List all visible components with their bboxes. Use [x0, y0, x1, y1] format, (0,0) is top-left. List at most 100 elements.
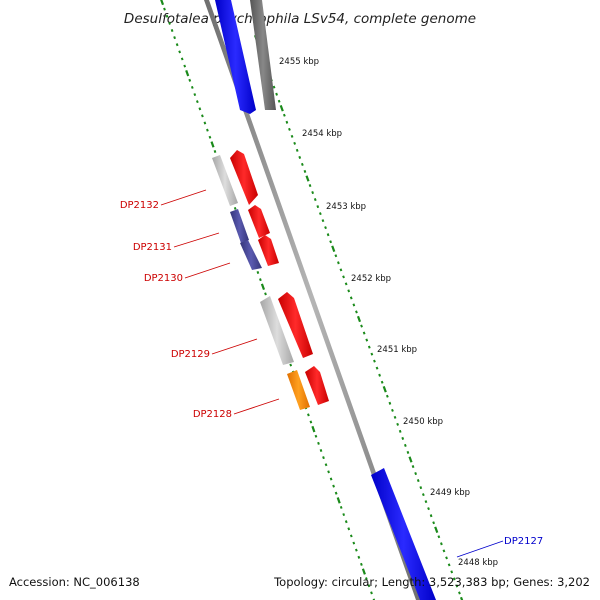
gene-label-leaders [160, 189, 504, 558]
outer-ring-minor-tick [233, 206, 237, 210]
gene-dp2131-feature[interactable] [230, 205, 270, 243]
gene-label-dp2131[interactable]: DP2131 [133, 242, 172, 253]
outer-ring-minor-tick [372, 598, 376, 600]
outer-ring-minor-tick [367, 584, 371, 588]
outer-ring-minor-tick [198, 107, 202, 111]
inner-ring-minor-tick [380, 380, 384, 384]
gene-dp2129-feature[interactable] [260, 292, 313, 365]
inner-ring-minor-tick [403, 443, 407, 447]
inner-ring-minor-tick [352, 303, 356, 307]
inner-ring-minor-tick [342, 275, 345, 279]
gene-label-dp2129[interactable]: DP2129 [171, 349, 210, 360]
inner-ring-minor-tick [440, 542, 443, 546]
gene-dp2130-feature[interactable] [240, 235, 279, 270]
accession-text: Accession: NC_006138 [9, 575, 140, 589]
outer-ring-major-tick [185, 70, 190, 77]
outer-ring-minor-tick [163, 7, 166, 11]
inner-ring-minor-tick [411, 465, 415, 469]
gene-labels: DP2132 DP2131 DP2130 DP2129 DP2128 DP212… [120, 200, 543, 547]
gene-dp2128-feature[interactable] [287, 366, 329, 410]
outer-ring-minor-tick [357, 555, 361, 559]
inner-ring-minor-tick [458, 591, 461, 595]
inner-ring-minor-tick [275, 92, 278, 96]
leader-dp2128 [233, 398, 280, 415]
inner-ring-minor-tick [303, 169, 307, 173]
outer-ring-minor-tick [213, 149, 217, 154]
inner-ring-minor-tick [393, 415, 397, 419]
outer-ring-minor-tick [208, 135, 212, 139]
inner-ring-minor-tick [326, 233, 330, 237]
outer-ring-minor-tick [347, 527, 351, 531]
gene-label-dp2128[interactable]: DP2128 [193, 409, 232, 420]
inner-ring-minor-tick [373, 359, 376, 363]
inner-ring-minor-tick [427, 507, 430, 511]
inner-ring-minor-tick [414, 472, 418, 476]
outer-ring-minor-tick [339, 505, 343, 509]
gene-label-dp2127[interactable]: DP2127 [504, 536, 543, 547]
tick-label-2451: 2451 kbp [377, 345, 417, 355]
leader-dp2131 [173, 232, 220, 248]
inner-ring-minor-tick [452, 577, 456, 581]
outer-ring-major-tick [361, 568, 366, 575]
outer-ring-minor-tick [203, 121, 207, 125]
outer-ring-minor-tick [334, 491, 338, 495]
outer-ring-minor-tick [327, 470, 330, 474]
outer-ring-minor-tick [324, 463, 328, 467]
outer-ring-minor-tick [329, 477, 333, 481]
tick-label-2455: 2455 kbp [279, 57, 319, 67]
inner-ring-minor-tick [365, 338, 369, 342]
tick-label-2449: 2449 kbp [430, 488, 470, 498]
inner-ring-minor-tick [362, 331, 366, 335]
inner-ring-major-tick [279, 105, 284, 112]
inner-ring-minor-tick [355, 310, 358, 314]
outer-ring-minor-tick [175, 43, 179, 47]
outer-ring-minor-tick [317, 441, 320, 445]
outer-ring-minor-tick [352, 541, 356, 545]
inner-ring-minor-tick [344, 282, 348, 286]
outer-ring-minor-tick [344, 520, 348, 524]
inner-ring-minor-tick [401, 436, 405, 440]
inner-ring-minor-tick [313, 198, 317, 202]
outer-ring-minor-tick [319, 448, 323, 453]
outer-ring-minor-tick [309, 420, 313, 424]
leader-dp2132 [160, 189, 207, 206]
gene-label-dp2130[interactable]: DP2130 [144, 273, 183, 284]
inner-ring-minor-tick [432, 521, 436, 525]
inner-ring-minor-tick [300, 162, 304, 166]
inner-ring-major-tick [382, 386, 387, 393]
inner-ring-minor-tick [347, 289, 351, 293]
leader-dp2127 [456, 540, 504, 558]
inner-ring-minor-tick [337, 261, 340, 265]
inner-ring-minor-tick [385, 394, 389, 398]
tick-label-2453: 2453 kbp [326, 202, 366, 212]
inner-ring-minor-tick [421, 493, 425, 497]
gene-top-feature[interactable] [215, 0, 276, 114]
inner-ring-minor-tick [424, 500, 428, 504]
inner-ring-minor-tick [329, 240, 333, 244]
inner-ring-minor-tick [445, 556, 448, 560]
inner-ring-minor-tick [391, 408, 394, 412]
inner-ring-minor-tick [339, 268, 343, 272]
inner-ring-minor-tick [288, 127, 291, 131]
inner-ring-major-tick [459, 596, 464, 600]
outer-ring-minor-tick [264, 292, 267, 296]
outer-ring-minor-tick [342, 513, 346, 517]
outer-ring-minor-tick [193, 93, 197, 97]
outer-ring-minor-tick [206, 128, 209, 132]
outer-ring-minor-tick [173, 36, 176, 40]
inner-ring-minor-tick [272, 85, 276, 89]
inner-ring-minor-tick [311, 191, 315, 195]
outer-ring-minor-tick [322, 456, 325, 460]
outer-ring-minor-tick [259, 278, 262, 282]
inner-ring-minor-tick [316, 205, 320, 209]
tick-label-2448: 2448 kbp [458, 558, 498, 568]
gene-label-dp2132[interactable]: DP2132 [120, 200, 159, 211]
gene-dp2132-feature[interactable] [212, 150, 258, 206]
inner-ring-major-tick [331, 245, 336, 252]
inner-ring-minor-tick [308, 184, 312, 188]
outer-ring-minor-tick [289, 363, 293, 367]
outer-ring-minor-tick [365, 577, 368, 581]
outer-ring-major-tick [160, 0, 165, 6]
gene-dp2127-feature[interactable] [371, 468, 436, 600]
kbp-tick-labels: 2455 kbp 2454 kbp 2453 kbp 2452 kbp 2451… [279, 57, 498, 568]
